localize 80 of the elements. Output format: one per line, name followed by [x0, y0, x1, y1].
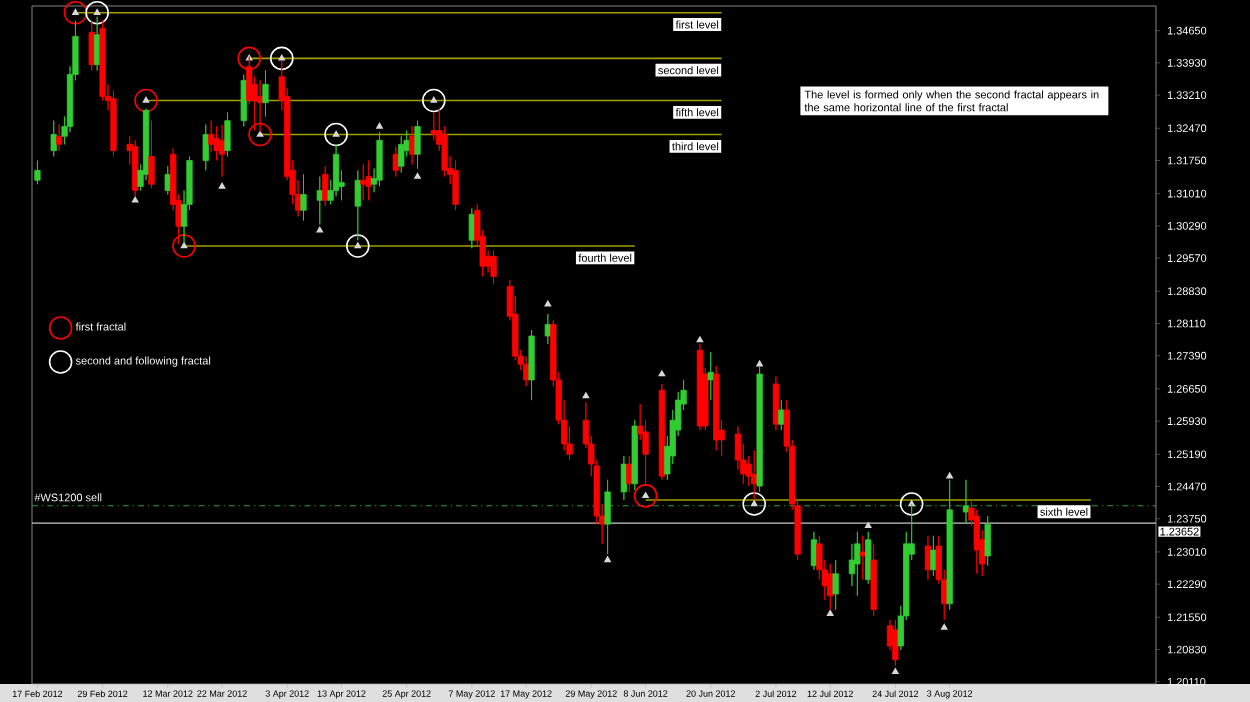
candlestick — [528, 329, 535, 401]
candlestick — [772, 375, 780, 431]
candlestick — [544, 313, 551, 345]
candlestick — [962, 479, 970, 525]
candlestick — [854, 531, 861, 597]
candlestick — [218, 124, 226, 178]
point — [892, 668, 899, 675]
candlestick — [946, 479, 953, 611]
candlestick — [332, 143, 340, 197]
candlestick — [360, 164, 367, 201]
candlestick — [88, 20, 95, 71]
candlestick — [832, 559, 839, 611]
candlestick — [810, 531, 818, 571]
candlestick — [984, 515, 991, 567]
candlestick — [224, 112, 231, 157]
point — [946, 472, 953, 479]
candlestick — [300, 173, 307, 221]
candlestick — [870, 543, 877, 617]
candlestick — [132, 139, 139, 197]
point — [63, 0, 88, 25]
candlestick — [398, 135, 405, 173]
point — [414, 173, 421, 179]
candlestick — [50, 120, 57, 157]
candlestick — [164, 165, 171, 195]
candlestick — [713, 365, 720, 451]
point — [941, 623, 948, 630]
candlestick — [240, 74, 247, 127]
candlestick — [414, 120, 421, 169]
point — [248, 122, 272, 147]
point — [604, 556, 611, 563]
candlestick — [859, 535, 866, 581]
candlestick — [56, 124, 63, 152]
point — [269, 46, 294, 71]
candlestick — [148, 120, 155, 189]
candlestick — [322, 165, 329, 207]
point — [218, 182, 226, 189]
point — [742, 492, 766, 516]
candlestick — [892, 619, 899, 667]
point — [756, 360, 763, 367]
candlestick — [631, 419, 638, 491]
candlestick — [604, 479, 611, 555]
point — [633, 484, 658, 508]
candlestick — [865, 531, 872, 585]
point — [172, 234, 196, 258]
candlestick — [620, 455, 627, 501]
candlestick — [354, 169, 361, 241]
point — [826, 610, 834, 616]
point — [865, 522, 872, 529]
candlestick — [468, 208, 475, 249]
candlestick — [365, 160, 372, 201]
candlestick — [34, 160, 41, 185]
point — [324, 122, 348, 147]
point — [544, 300, 552, 307]
candlestick — [490, 250, 497, 285]
point — [422, 88, 446, 113]
candlestick — [392, 146, 399, 178]
candlestick — [658, 383, 665, 481]
point — [237, 46, 261, 71]
candlestick — [208, 120, 215, 153]
point — [85, 0, 109, 25]
candlestick — [408, 126, 416, 165]
candlestick — [523, 355, 530, 387]
candlestick — [707, 351, 714, 401]
point — [899, 492, 924, 516]
point — [658, 370, 666, 377]
point — [134, 88, 158, 113]
point — [346, 234, 370, 258]
candlestick — [202, 124, 209, 171]
point — [582, 392, 590, 399]
point — [696, 336, 704, 343]
candlestick — [262, 70, 269, 117]
candlestick — [452, 160, 459, 211]
point — [316, 226, 324, 233]
point — [131, 196, 139, 203]
candlestick — [110, 90, 117, 157]
candlestick — [751, 449, 758, 501]
candlestick — [924, 535, 932, 581]
candlestick — [376, 131, 383, 187]
candlestick — [316, 176, 323, 225]
point — [376, 122, 383, 129]
